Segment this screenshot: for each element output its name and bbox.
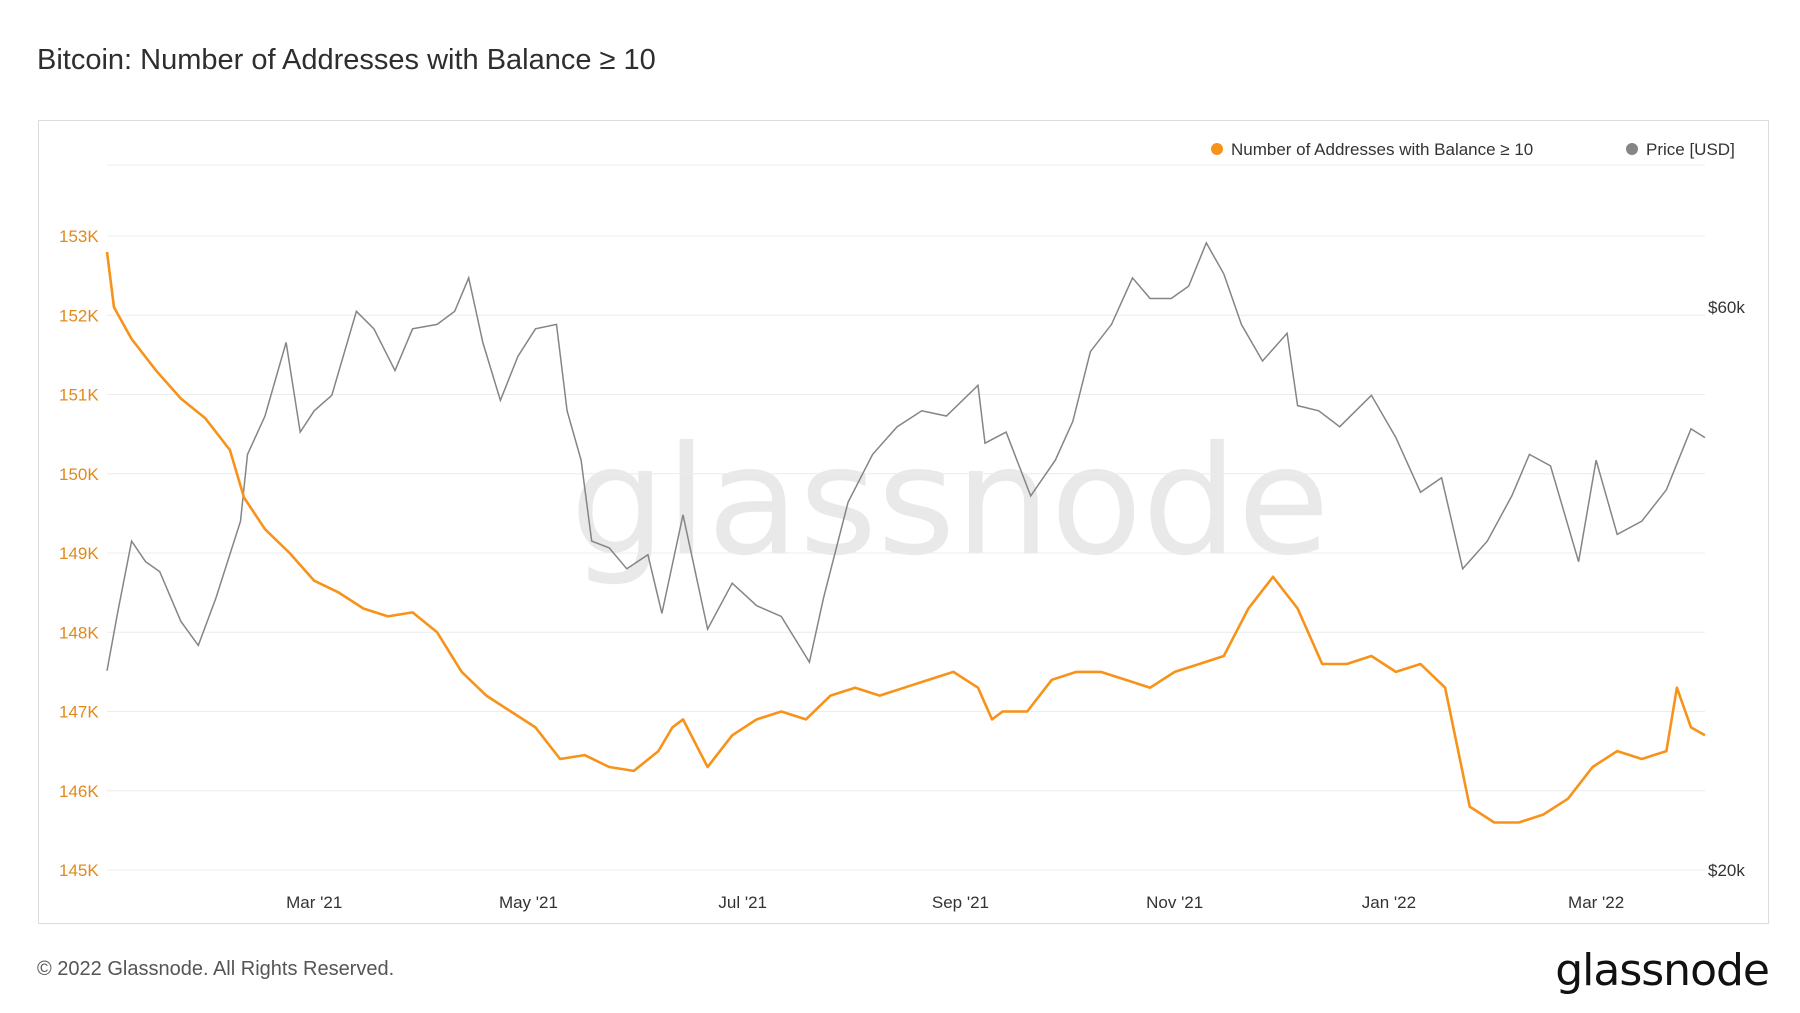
x-tick-label: Jan '22 (1362, 893, 1416, 912)
legend-label-price: Price [USD] (1646, 140, 1735, 159)
y-right-tick-label: $60k (1708, 298, 1745, 317)
series-line-price (106, 241, 1706, 671)
x-tick-label: May '21 (499, 893, 558, 912)
legend-dot-price (1626, 143, 1638, 155)
x-tick-label: Mar '21 (286, 893, 342, 912)
y-left-tick-label: 146K (59, 782, 99, 801)
glassnode-logo: glassnode (1555, 945, 1770, 996)
x-tick-label: Sep '21 (932, 893, 989, 912)
y-right-tick-label: $20k (1708, 861, 1745, 880)
chart-title: Bitcoin: Number of Addresses with Balanc… (37, 44, 656, 76)
legend-dot-addresses (1211, 143, 1223, 155)
x-axis: Mar '21 May '21 Jul '21 Sep '21 Nov '21 Jan '… (286, 893, 1624, 912)
watermark: glassnode (570, 415, 1329, 589)
x-tick-label: Mar '22 (1568, 893, 1624, 912)
y-left-tick-label: 153K (59, 227, 99, 246)
y-left-tick-label: 150K (59, 465, 99, 484)
y-left-tick-label: 151K (59, 386, 99, 405)
y-left-tick-label: 145K (59, 861, 99, 880)
y-left-tick-label: 148K (59, 623, 99, 642)
legend-label-addresses: Number of Addresses with Balance ≥ 10 (1231, 140, 1533, 159)
y-left-tick-label: 147K (59, 703, 99, 722)
x-tick-label: Nov '21 (1146, 893, 1203, 912)
x-tick-label: Jul '21 (718, 893, 767, 912)
chart-panel (38, 120, 1769, 924)
y-left-tick-label: 149K (59, 544, 99, 563)
y-left-axis: 145K 146K 147K 148K 149K 150K 151K 152K 153K (59, 227, 99, 880)
y-left-tick-label: 152K (59, 306, 99, 325)
series-line-addresses (105, 251, 1706, 824)
y-right-axis: $20k $60k (1708, 298, 1745, 880)
gridlines (107, 164, 1705, 871)
legend: Number of Addresses with Balance ≥ 10 Pr… (1211, 140, 1735, 159)
copyright-footer: © 2022 Glassnode. All Rights Reserved. (37, 958, 395, 980)
